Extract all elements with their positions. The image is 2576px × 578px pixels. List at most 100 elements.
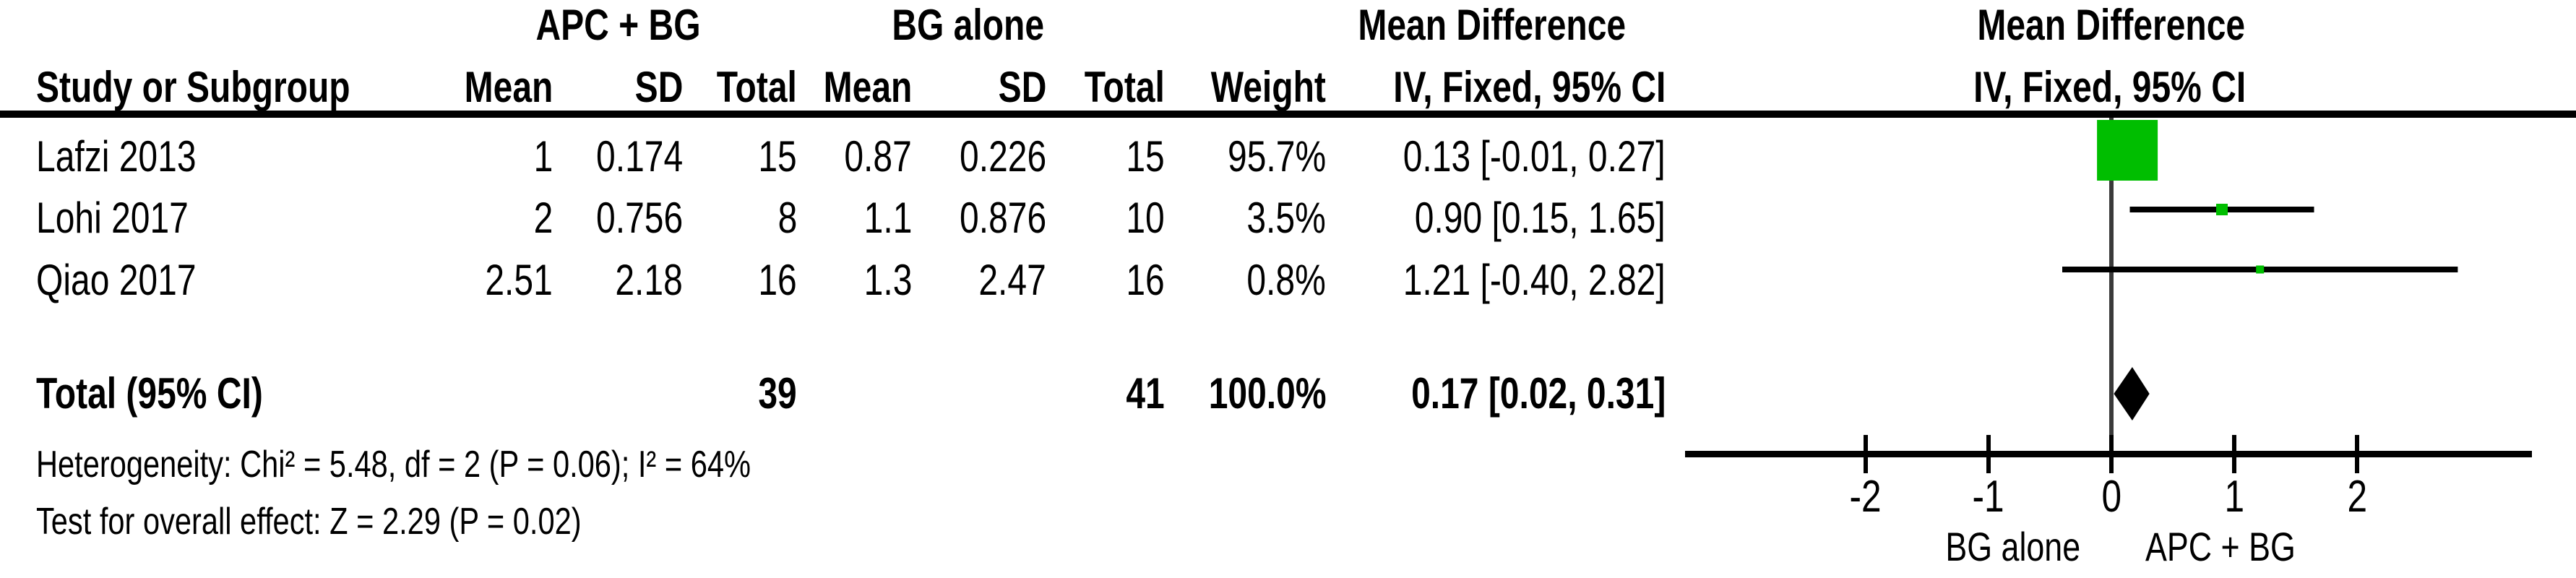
cell-text: 0.174: [595, 132, 683, 181]
group-header-control: BG alone: [788, 0, 1149, 51]
cell-text: Qiao 2017: [36, 256, 197, 304]
cell-sd-ctrl: 2.47: [671, 255, 1046, 306]
cell-weight: 95.7%: [950, 131, 1326, 182]
cell-text: Lohi 2017: [36, 194, 189, 242]
axis-tick-label: -2: [1822, 472, 1909, 522]
group-header-text: Mean Difference: [1977, 1, 2246, 49]
group-header-experimental: APC + BG: [438, 0, 799, 51]
cell-sd-exp: 0.756: [307, 193, 683, 243]
group-header-text: APC + BG: [535, 1, 702, 49]
cell-text: 10: [1126, 194, 1165, 242]
axis-label-text: APC + BG: [2145, 524, 2296, 569]
cell-text: 15: [758, 132, 797, 181]
cell-text: 1.1: [863, 194, 912, 242]
cell-text: 0.756: [595, 194, 683, 242]
col-header-weight: Weight: [950, 62, 1326, 113]
cell-total-ctrl: 16: [789, 255, 1165, 306]
cell-text: 41: [1126, 369, 1165, 418]
col-header-sd-ctrl: SD: [671, 62, 1046, 113]
axis-label-text: BG alone: [1945, 524, 2081, 569]
col-header-sd-exp: SD: [307, 62, 683, 113]
col-header-total-exp: Total: [421, 62, 797, 113]
col-header-mean-exp: Mean: [177, 62, 553, 113]
study-name: Lohi 2017: [36, 193, 542, 243]
cell-text: 8: [777, 194, 797, 242]
pooled-effect-diamond: [2114, 367, 2150, 420]
cell-text: 2.18: [615, 256, 683, 304]
cell-text: 0.226: [959, 132, 1046, 181]
cell-mean-exp: 2: [177, 193, 553, 243]
cell-text: 16: [1126, 256, 1165, 304]
total-n-ctrl: 41: [789, 368, 1165, 419]
col-header-study: Study or Subgroup: [36, 62, 542, 113]
cell-weight: 3.5%: [950, 193, 1326, 243]
col-header-text: Weight: [1210, 63, 1326, 111]
cell-text: 100.0%: [1208, 369, 1326, 418]
col-header-text: SD: [634, 63, 683, 111]
col-header-text: SD: [998, 63, 1046, 111]
axis-right-label: APC + BG: [2076, 522, 2365, 572]
cell-text: 2.51: [485, 256, 553, 304]
study-name: Qiao 2017: [36, 255, 542, 306]
cell-sd-exp: 2.18: [307, 255, 683, 306]
cell-total-ctrl: 10: [789, 193, 1165, 243]
cell-sd-ctrl: 0.876: [671, 193, 1046, 243]
group-header-effect: Mean Difference: [1311, 0, 1673, 51]
cell-text: 0.17 [0.02, 0.31]: [1410, 369, 1666, 418]
cell-mean-exp: 2.51: [177, 255, 553, 306]
header-separator-line: [0, 111, 2576, 118]
cell-text: 0.13 [-0.01, 0.27]: [1403, 132, 1666, 181]
axis-left-label: BG alone: [1869, 522, 2158, 572]
axis-tick-label-text: 2: [2347, 472, 2367, 522]
col-header-text: IV, Fixed, 95% CI: [1973, 63, 2247, 111]
total-weight: 100.0%: [950, 368, 1326, 419]
col-header-text: Study or Subgroup: [36, 63, 350, 111]
total-label: Total (95% CI): [36, 368, 542, 419]
axis-tick-label: -1: [1945, 472, 2032, 522]
cell-text: 0.90 [0.15, 1.65]: [1415, 194, 1666, 242]
group-header-plot: Mean Difference: [1895, 0, 2328, 51]
cell-mean-exp: 1: [177, 131, 553, 182]
col-header-ci-plot: IV, Fixed, 95% CI: [1893, 62, 2327, 113]
effect-square: [2216, 204, 2228, 215]
overall-effect-note: Test for overall effect: Z = 2.29 (P = 0…: [36, 499, 1120, 545]
axis-tick-label: 1: [2191, 472, 2278, 522]
axis-tick-label-text: 0: [2101, 472, 2121, 522]
total-n-exp: 39: [421, 368, 797, 419]
heterogeneity-note: Heterogeneity: Chi² = 5.48, df = 2 (P = …: [36, 441, 1120, 488]
group-header-text: BG alone: [892, 1, 1045, 49]
total-ci: 0.17 [0.02, 0.31]: [1218, 368, 1666, 419]
cell-weight: 0.8%: [950, 255, 1326, 306]
footnote-text: Test for overall effect: Z = 2.29 (P = 0…: [36, 501, 582, 543]
axis-tick-label: 0: [2068, 472, 2155, 522]
col-header-text: Mean: [464, 63, 553, 111]
cell-sd-ctrl: 0.226: [671, 131, 1046, 182]
cell-text: Total (95% CI): [36, 369, 263, 418]
cell-text: 15: [1126, 132, 1165, 181]
col-header-mean-ctrl: Mean: [536, 62, 912, 113]
cell-text: 2.47: [978, 256, 1046, 304]
cell-text: 0.876: [959, 194, 1046, 242]
col-header-ci: IV, Fixed, 95% CI: [1218, 62, 1666, 113]
effect-square: [2097, 120, 2158, 181]
cell-total-ctrl: 15: [789, 131, 1165, 182]
cell-mean-ctrl: 0.87: [536, 131, 912, 182]
cell-text: 1.21 [-0.40, 2.82]: [1403, 256, 1666, 304]
cell-text: 95.7%: [1227, 132, 1326, 181]
col-header-text: Total: [1084, 63, 1165, 111]
axis-tick-label-text: -1: [1972, 472, 2005, 522]
cell-total-exp: 15: [421, 131, 797, 182]
cell-mean-ctrl: 1.1: [536, 193, 912, 243]
cell-sd-exp: 0.174: [307, 131, 683, 182]
col-header-total-ctrl: Total: [789, 62, 1165, 113]
cell-ci: 1.21 [-0.40, 2.82]: [1218, 255, 1666, 306]
col-header-text: Mean: [823, 63, 912, 111]
col-header-text: Total: [716, 63, 797, 111]
study-name: Lafzi 2013: [36, 131, 542, 182]
cell-ci: 0.13 [-0.01, 0.27]: [1218, 131, 1666, 182]
cell-text: 2: [533, 194, 553, 242]
cell-mean-ctrl: 1.3: [536, 255, 912, 306]
cell-total-exp: 16: [421, 255, 797, 306]
